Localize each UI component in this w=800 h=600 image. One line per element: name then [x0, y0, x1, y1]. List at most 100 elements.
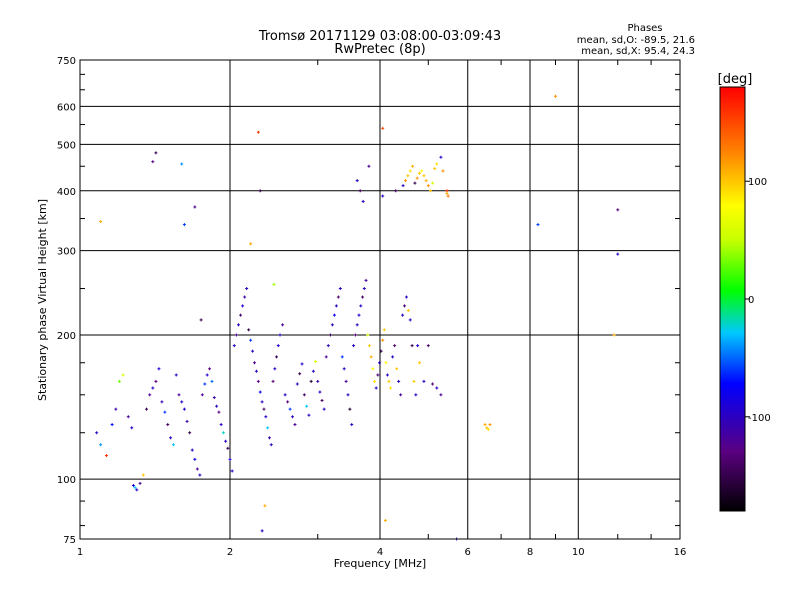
data-point — [203, 382, 207, 386]
data-point — [272, 282, 276, 286]
data-point — [410, 344, 414, 348]
y-tick-label: 500 — [57, 140, 76, 151]
data-point — [293, 423, 297, 427]
data-point — [352, 344, 356, 348]
data-point — [169, 436, 173, 440]
data-point — [359, 304, 363, 308]
x-tick-label: 8 — [527, 547, 533, 558]
data-point — [332, 313, 336, 317]
y-axis-label: Stationary phase Virtual Height [km] — [36, 199, 49, 401]
data-point — [260, 400, 264, 404]
data-point — [344, 379, 348, 383]
data-point — [417, 171, 421, 175]
stats-o: mean, sd,O: -89.5, 21.6 — [577, 35, 695, 46]
data-point — [171, 443, 175, 447]
data-point — [151, 160, 155, 164]
data-point — [381, 194, 385, 198]
data-point — [408, 318, 412, 322]
data-point — [283, 393, 287, 397]
data-point — [616, 208, 620, 212]
data-point — [439, 155, 443, 159]
chart-title: Tromsø 20171129 03:08:00-03:09:43 — [258, 29, 501, 44]
data-point — [433, 167, 437, 171]
data-point — [416, 344, 420, 348]
data-point — [135, 488, 139, 492]
data-point — [148, 393, 152, 397]
data-point — [145, 407, 149, 411]
colorbar-label: [deg] — [718, 72, 753, 87]
data-point — [95, 431, 99, 435]
colorbar-gradient — [719, 86, 746, 512]
data-point — [414, 393, 418, 397]
data-point — [417, 361, 421, 365]
x-tick-label: 4 — [377, 547, 383, 558]
data-point — [126, 415, 130, 419]
data-point — [413, 181, 417, 185]
data-point — [210, 379, 214, 383]
data-point — [426, 344, 430, 348]
data-point — [260, 529, 264, 533]
data-point — [212, 396, 216, 400]
data-point — [199, 318, 203, 322]
data-point — [251, 349, 255, 353]
data-point — [439, 393, 443, 397]
data-point — [357, 313, 361, 317]
data-point — [174, 373, 178, 377]
data-point — [364, 278, 368, 282]
chart-subtitle: RwPretec (8p) — [334, 42, 425, 57]
data-point — [373, 379, 377, 383]
data-point — [406, 308, 410, 312]
data-point — [366, 333, 370, 337]
data-point — [318, 390, 322, 394]
y-gridlines — [80, 105, 680, 480]
data-point — [262, 407, 266, 411]
data-point — [399, 393, 403, 397]
data-point — [307, 413, 311, 417]
data-point — [403, 179, 407, 183]
data-point — [245, 287, 249, 291]
data-point — [316, 379, 320, 383]
data-point — [267, 436, 271, 440]
data-point — [298, 372, 302, 376]
data-point — [403, 304, 407, 308]
data-point — [275, 355, 279, 359]
data-point — [230, 469, 234, 473]
data-point — [385, 373, 389, 377]
data-point — [348, 407, 352, 411]
data-point — [431, 382, 435, 386]
data-point — [553, 94, 557, 98]
y-tick-label: 300 — [57, 247, 76, 258]
colorbar-ticks: 100 0 -100 — [745, 177, 771, 424]
data-point — [157, 367, 161, 371]
data-point — [200, 393, 204, 397]
data-point — [254, 369, 258, 373]
data-point — [114, 407, 118, 411]
data-point — [205, 373, 209, 377]
data-point — [188, 431, 192, 435]
data-point — [435, 162, 439, 166]
data-point — [215, 404, 219, 408]
data-point — [288, 407, 292, 411]
data-point — [180, 162, 184, 166]
data-point — [258, 189, 262, 193]
data-point — [350, 423, 354, 427]
data-point — [536, 223, 540, 227]
y-tick-label: 100 — [57, 475, 76, 486]
data-point — [431, 181, 435, 185]
data-point — [406, 174, 410, 178]
x-tick-label: 6 — [465, 547, 471, 558]
data-point — [224, 439, 228, 443]
data-point — [253, 361, 257, 365]
data-point — [234, 333, 238, 337]
data-point — [397, 379, 401, 383]
data-point — [383, 518, 387, 522]
data-point — [239, 313, 243, 317]
data-point — [486, 427, 490, 431]
data-point — [300, 362, 304, 366]
data-point — [99, 443, 103, 447]
data-point — [404, 295, 408, 299]
data-point — [367, 344, 371, 348]
plot-area: 1 2 4 6 8 10 16 75 100 200 300 400 500 600 750 — [57, 56, 686, 558]
data-point — [381, 338, 385, 342]
data-point — [422, 174, 426, 178]
